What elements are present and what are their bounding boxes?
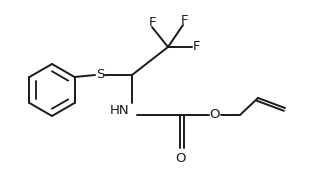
Text: F: F [193, 41, 201, 54]
Text: F: F [181, 14, 189, 27]
Text: O: O [210, 109, 220, 122]
Text: O: O [176, 152, 186, 165]
Text: HN: HN [110, 104, 130, 117]
Text: F: F [148, 16, 156, 29]
Text: S: S [96, 69, 104, 82]
